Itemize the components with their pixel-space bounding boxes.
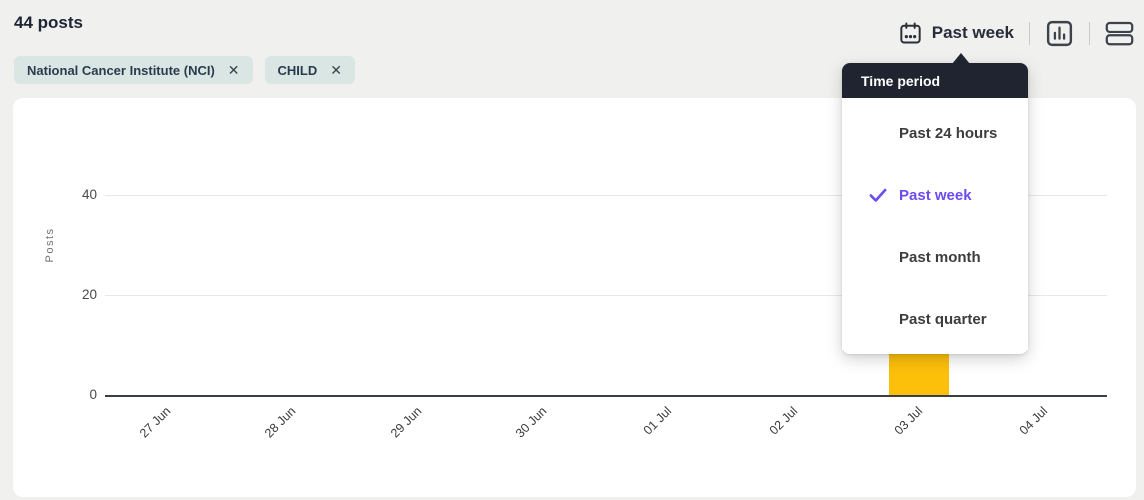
close-icon[interactable]: ✕ [227, 62, 240, 78]
y-tick-label: 20 [81, 287, 97, 302]
time-period-menu: Time period Past 24 hours Past week Past m… [842, 53, 1028, 354]
toolbar: Past week [896, 14, 1136, 52]
menu-item-past-24-hours[interactable]: Past 24 hours [842, 102, 1028, 164]
filter-chip-label: National Cancer Institute (NCI) [27, 62, 215, 78]
menu-item-label: Past month [899, 248, 981, 266]
menu-item-label: Past 24 hours [899, 124, 998, 142]
time-period-button[interactable]: Past week [896, 17, 1016, 50]
close-icon[interactable]: ✕ [330, 62, 342, 78]
menu-item-past-quarter[interactable]: Past quarter [842, 288, 1028, 350]
gridline-40 [105, 195, 1107, 196]
x-tick-label-29-jun: 29 Jun [387, 404, 425, 441]
check-icon [867, 184, 889, 206]
check-placeholder [867, 246, 889, 268]
y-tick-label: 40 [81, 187, 97, 202]
divider [1029, 21, 1030, 45]
x-tick-label-04-jul: 04 Jul [1016, 404, 1051, 438]
calendar-icon [898, 21, 923, 46]
menu-caret-icon [952, 53, 970, 64]
page-title: 44 posts [14, 13, 83, 32]
filter-chips: National Cancer Institute (NCI) ✕ CHILD ✕ [14, 56, 355, 84]
y-axis-label: Posts [44, 227, 56, 263]
menu-item-past-month[interactable]: Past month [842, 226, 1028, 288]
menu-item-label: Past week [899, 186, 972, 204]
x-axis-line [105, 395, 1107, 397]
x-tick-label-02-jul: 02 Jul [766, 404, 800, 438]
y-tick-label: 0 [89, 387, 97, 402]
check-placeholder [867, 308, 889, 330]
list-view-button[interactable] [1103, 18, 1136, 49]
gridline-20 [105, 295, 1107, 296]
time-period-label: Past week [931, 23, 1014, 42]
filter-chip-child: CHILD ✕ [264, 56, 355, 84]
x-tick-label-03-jul: 03 Jul [891, 404, 926, 438]
stacked-rows-icon [1105, 20, 1134, 47]
check-placeholder [867, 122, 889, 144]
menu-title: Time period [842, 63, 1028, 98]
bar-chart-icon [1045, 19, 1074, 48]
chart-view-button[interactable] [1043, 17, 1076, 50]
filter-chip-label: CHILD [277, 62, 318, 78]
filter-chip-national-cancer-institute-nci: National Cancer Institute (NCI) ✕ [14, 56, 253, 84]
menu-item-label: Past quarter [899, 310, 987, 328]
divider [1089, 21, 1090, 45]
x-tick-label-30-jun: 30 Jun [512, 404, 550, 441]
x-tick-label-01-jul: 01 Jul [641, 404, 675, 438]
menu-items: Past 24 hours Past week Past month Past qua… [842, 98, 1028, 354]
x-tick-label-28-jun: 28 Jun [262, 404, 299, 441]
menu-item-past-week[interactable]: Past week [842, 164, 1028, 226]
x-tick-label-27-jun: 27 Jun [137, 404, 174, 441]
